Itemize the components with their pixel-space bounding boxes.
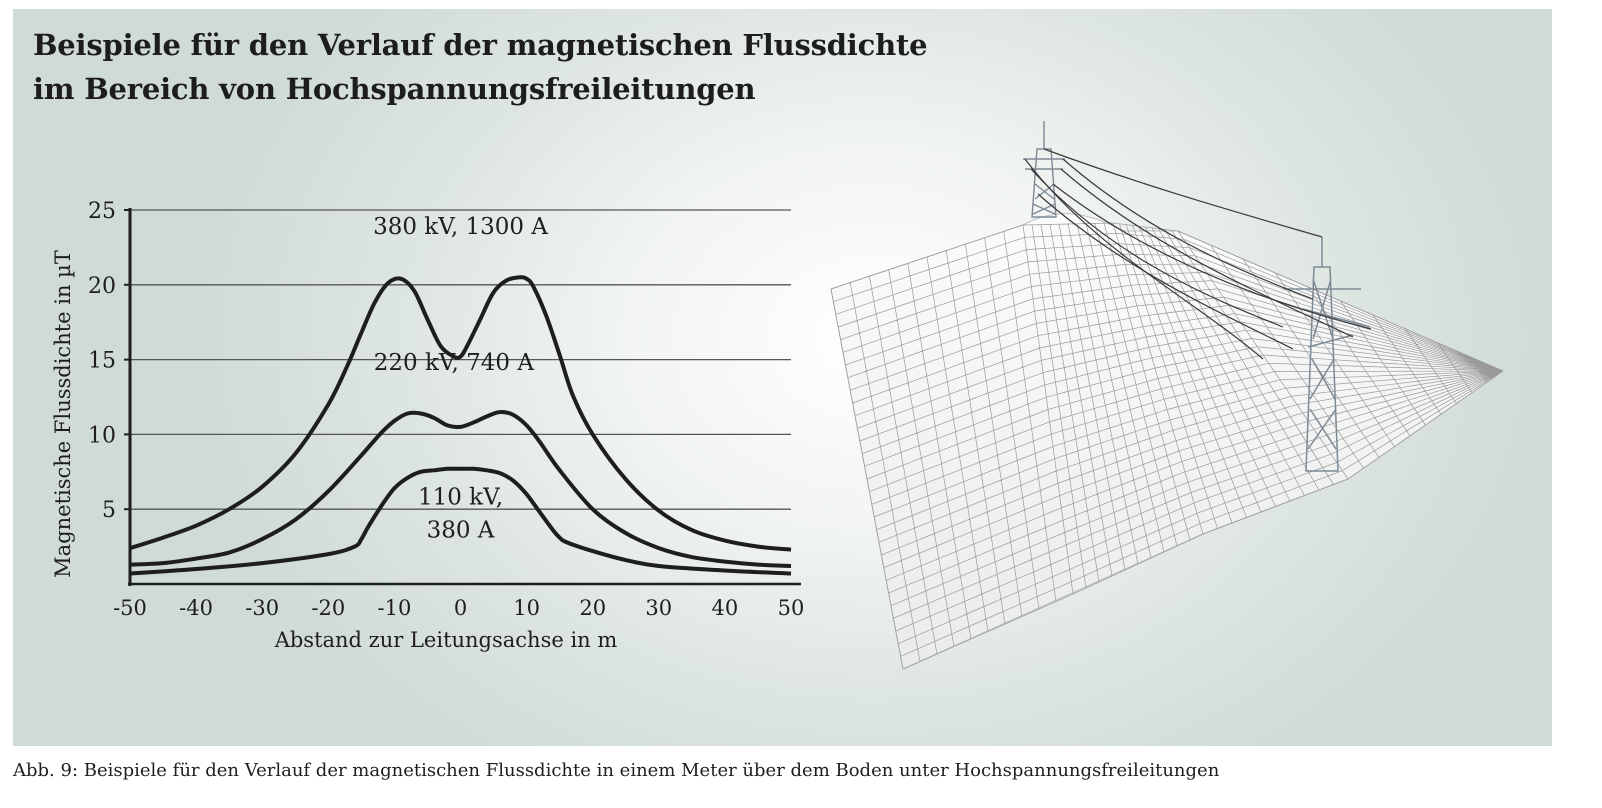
series-lines — [129, 275, 792, 576]
chart-axes — [124, 208, 801, 586]
series-label-1: 380 kV, 1300 A — [373, 214, 548, 240]
y-tick-label: 10 — [88, 423, 116, 448]
series-line-3 — [129, 466, 792, 576]
figure-panel: Beispiele für den Verlauf der magnetisch… — [13, 9, 1552, 746]
grid-lines — [130, 209, 791, 510]
x-tick-label: -10 — [377, 596, 411, 620]
y-tick-label: 15 — [88, 349, 116, 374]
series-labels: 380 kV, 1300 A 220 kV, 740 A 110 kV, 380 A — [373, 214, 548, 544]
title-line-1: Beispiele für den Verlauf der magnetisch… — [33, 28, 928, 62]
y-tick-label: 25 — [88, 199, 116, 224]
figure-title: Beispiele für den Verlauf der magnetisch… — [33, 23, 928, 111]
series-label-3: 380 A — [427, 518, 495, 544]
x-tick-label: -20 — [311, 596, 345, 620]
x-tick-label: -30 — [245, 596, 279, 620]
x-tick-label: 40 — [712, 596, 739, 620]
series-label-2: 220 kV, 740 A — [374, 350, 535, 376]
x-tick-label: 20 — [579, 596, 606, 620]
x-tick-label: 10 — [513, 596, 540, 620]
flux-density-chart: 5 10 15 20 25 -50 -40 -30 -20 -10 0 10 20 30 40 50 380… — [51, 199, 804, 652]
x-axis-label: Abstand zur Leitungsachse in m — [274, 628, 618, 652]
x-tick-label: 30 — [645, 596, 672, 620]
x-tick-label: -40 — [179, 596, 213, 620]
power-line-illustration — [830, 121, 1505, 670]
pylon-left — [1023, 121, 1065, 218]
series-label-3: 110 kV, — [418, 485, 503, 511]
x-tick-label: 50 — [778, 596, 805, 620]
series-line-1 — [129, 275, 792, 552]
y-axis-label: Magnetische Flussdichte in µT — [51, 250, 75, 578]
x-tick-label: -50 — [113, 596, 147, 620]
x-tick-labels: -50 -40 -30 -20 -10 0 10 20 30 40 50 — [113, 596, 804, 620]
figure-caption: Abb. 9: Beispiele für den Verlauf der ma… — [13, 760, 1220, 781]
conductors — [1024, 148, 1372, 360]
x-tick-label: 0 — [454, 596, 467, 620]
y-tick-labels: 5 10 15 20 25 — [88, 199, 116, 523]
title-line-2: im Bereich von Hochspannungsfreileitunge… — [33, 72, 756, 106]
y-tick-label: 20 — [88, 274, 116, 299]
series-line-2 — [129, 409, 792, 568]
y-tick-label: 5 — [102, 498, 116, 523]
pylon-right — [1283, 237, 1371, 472]
